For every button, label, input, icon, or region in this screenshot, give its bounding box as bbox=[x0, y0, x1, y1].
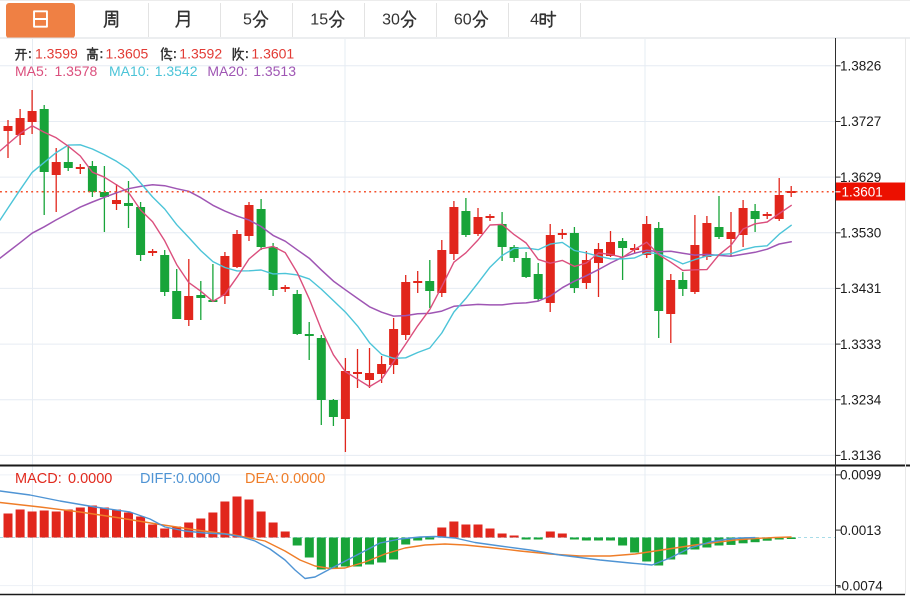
svg-text:0.0000: 0.0000 bbox=[281, 471, 325, 487]
svg-text:1.3333: 1.3333 bbox=[840, 337, 881, 352]
svg-text:1.3234: 1.3234 bbox=[840, 392, 882, 407]
svg-text:1.3136: 1.3136 bbox=[840, 448, 881, 463]
svg-text:30: 30 bbox=[382, 12, 400, 29]
svg-text:1.3431: 1.3431 bbox=[840, 281, 881, 296]
svg-text:1.3592: 1.3592 bbox=[179, 46, 222, 62]
svg-text:DEA:: DEA: bbox=[245, 471, 279, 487]
svg-text:1.3542: 1.3542 bbox=[155, 63, 198, 79]
svg-text:0.0099: 0.0099 bbox=[840, 468, 881, 483]
svg-text:-0.0074: -0.0074 bbox=[837, 578, 883, 593]
svg-text:MA10:: MA10: bbox=[109, 63, 149, 79]
svg-text:1.3601: 1.3601 bbox=[842, 185, 883, 200]
svg-text:1.3629: 1.3629 bbox=[840, 170, 881, 185]
svg-text:0.0013: 0.0013 bbox=[840, 523, 881, 538]
svg-text:DIFF:: DIFF: bbox=[140, 471, 176, 487]
svg-text:1.3727: 1.3727 bbox=[840, 114, 881, 129]
svg-text:MACD:: MACD: bbox=[15, 471, 62, 487]
svg-text:1.3605: 1.3605 bbox=[106, 46, 149, 62]
svg-text:0.0000: 0.0000 bbox=[68, 471, 112, 487]
svg-text:1.3599: 1.3599 bbox=[35, 46, 78, 62]
svg-text:0.0000: 0.0000 bbox=[176, 471, 220, 487]
svg-text:15: 15 bbox=[310, 12, 328, 29]
svg-text:1.3513: 1.3513 bbox=[253, 63, 296, 79]
svg-text:60: 60 bbox=[454, 12, 472, 29]
svg-text:MA20:: MA20: bbox=[207, 63, 247, 79]
svg-text:5: 5 bbox=[243, 12, 252, 29]
svg-text:1.3826: 1.3826 bbox=[840, 59, 881, 74]
svg-text:MA5:: MA5: bbox=[15, 63, 48, 79]
svg-text:1.3601: 1.3601 bbox=[251, 46, 294, 62]
svg-text:4: 4 bbox=[530, 12, 539, 29]
svg-text:1.3530: 1.3530 bbox=[840, 226, 881, 241]
svg-text:1.3578: 1.3578 bbox=[55, 63, 98, 79]
